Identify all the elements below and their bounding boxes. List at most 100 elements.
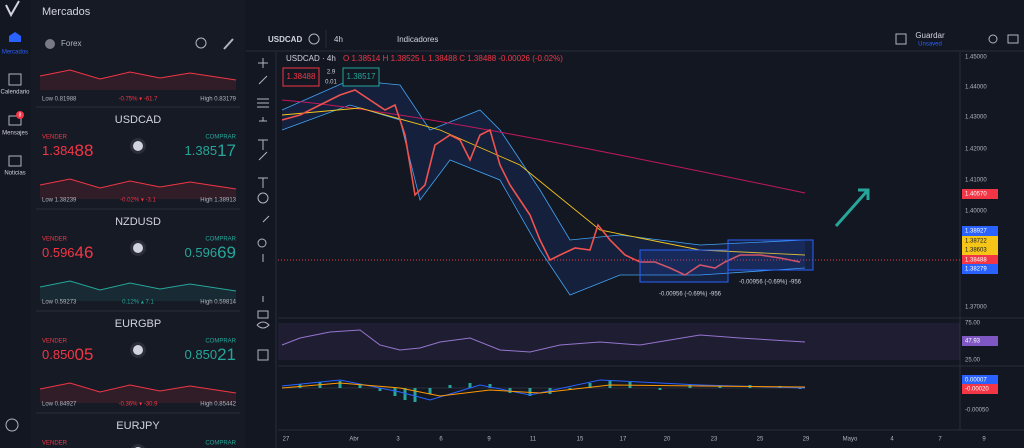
nav-label[interactable]: Noticias [4, 171, 25, 177]
sparkline-area [40, 179, 236, 199]
axis-badge [962, 255, 998, 265]
time-label: 7 [938, 437, 942, 443]
time-label: 4 [890, 437, 894, 443]
bollinger-fill [282, 80, 805, 295]
sparkline-area [40, 70, 236, 90]
chart-area [246, 0, 1024, 448]
price[interactable]: 0.85021 [185, 345, 236, 364]
axis-badge [962, 226, 998, 236]
axis-label: 1.41000 [965, 178, 987, 184]
symbol[interactable]: USDCAD [268, 35, 302, 44]
axis-label: 1.37000 [965, 305, 987, 311]
buy-label[interactable]: COMPRAR [205, 135, 236, 141]
measure-label-bg [650, 288, 730, 299]
settings-icon[interactable] [988, 34, 998, 44]
nav-label[interactable]: Calendario [0, 90, 30, 96]
nav-icon[interactable] [8, 155, 22, 167]
tool-icons[interactable] [256, 58, 270, 361]
time-label: 23 [711, 437, 718, 443]
sell-label[interactable]: VENDER [42, 339, 68, 345]
buy-label[interactable]: COMPRAR [205, 339, 236, 345]
nav-icon[interactable] [9, 32, 21, 42]
buy-label[interactable]: COMPRAR [205, 237, 236, 243]
day-change: -0.02% ▾ -3.1 [120, 198, 156, 204]
axis-label: 1.43000 [965, 115, 987, 121]
logo [5, 0, 20, 18]
day-high: High 1.38913 [200, 198, 236, 204]
axis-label: 1.42000 [965, 147, 987, 153]
price[interactable]: 0.59646 [42, 243, 93, 262]
layout-icon[interactable] [895, 33, 907, 45]
nav-icon[interactable] [8, 73, 22, 86]
time-label: 11 [530, 437, 537, 443]
save[interactable]: Guardar [915, 31, 945, 40]
save-status: Unsaved [918, 42, 942, 48]
price[interactable]: 0.85005 [42, 345, 93, 364]
axis-label: 1.38927 [965, 229, 987, 235]
pair-symbol[interactable]: USDCAD [115, 114, 162, 126]
sparkline [39, 69, 237, 81]
axis-label: 25.00 [965, 358, 981, 364]
time-label: 6 [439, 437, 443, 443]
axis-label: 1.38488 [965, 258, 987, 264]
time-label: Mayo [843, 437, 858, 443]
edit-icon[interactable] [223, 38, 234, 50]
sparkline-area [40, 281, 236, 301]
axis-badge [962, 336, 998, 346]
sell-label[interactable]: VENDER [42, 135, 68, 141]
nav-label[interactable]: Mercados [2, 50, 28, 56]
rsi-line [281, 329, 806, 353]
buy-label[interactable]: COMPRAR [205, 441, 236, 447]
pair-symbol[interactable]: NZDUSD [115, 216, 161, 228]
sell-label[interactable]: VENDER [42, 441, 68, 447]
time-label: 9 [982, 437, 986, 443]
day-high: High 0.83179 [200, 97, 236, 103]
interval[interactable]: 4h [334, 35, 343, 44]
axis-label: 1.44000 [965, 85, 987, 91]
pair-symbol[interactable]: EURGBP [115, 318, 161, 330]
time-label: Abr [349, 437, 358, 443]
time-label: 29 [803, 437, 810, 443]
price-line [281, 89, 801, 276]
camera-icon[interactable] [1007, 34, 1019, 44]
bollinger-upper [281, 79, 806, 246]
badge [16, 111, 24, 119]
theme-icon[interactable] [5, 418, 19, 432]
measure-box [639, 249, 729, 283]
axis-label: -0.00050 [965, 408, 989, 414]
add-symbol[interactable] [308, 33, 320, 45]
price[interactable]: 1.38517 [185, 141, 236, 160]
sell-label[interactable]: VENDER [42, 237, 68, 243]
legend-buy[interactable]: 1.38517 [347, 72, 376, 81]
price[interactable]: 1.38488 [42, 141, 93, 160]
sell-button[interactable] [282, 67, 320, 87]
legend-sell[interactable]: 1.38488 [287, 72, 316, 81]
pair-symbol[interactable]: EURJPY [116, 420, 160, 432]
axis-badge [962, 375, 998, 385]
flag [133, 243, 143, 253]
measure-label-bg [730, 276, 810, 287]
time-label: 20 [664, 437, 671, 443]
flag [133, 345, 143, 355]
nav-icon[interactable] [8, 115, 22, 126]
tool-icon[interactable] [257, 192, 269, 204]
legend-title: USDCAD · 4h [286, 54, 336, 63]
legend-spread: 2.9 [327, 70, 336, 76]
axis-label: 1.38603 [965, 248, 987, 254]
bollinger-lower [281, 104, 806, 296]
axis-label: 0.00007 [965, 378, 987, 384]
indicators[interactable]: Indicadores [397, 35, 438, 44]
group-label[interactable]: Forex [61, 39, 81, 48]
legend-qty[interactable]: 0.01 [325, 80, 337, 86]
axis-badge [962, 245, 998, 255]
axis-label: 1.40570 [965, 192, 987, 198]
measure-label: -0.00956 (-0.69%) -956 [739, 280, 802, 286]
price[interactable]: 0.59669 [185, 243, 236, 262]
search-icon[interactable] [195, 37, 207, 49]
legend-ohlc: O 1.38514 H 1.38525 L 1.38488 C 1.38488 … [343, 54, 563, 63]
tool-icon[interactable] [257, 238, 267, 248]
buy-button[interactable] [342, 67, 380, 87]
nav-label[interactable]: Mensajes [2, 131, 28, 137]
